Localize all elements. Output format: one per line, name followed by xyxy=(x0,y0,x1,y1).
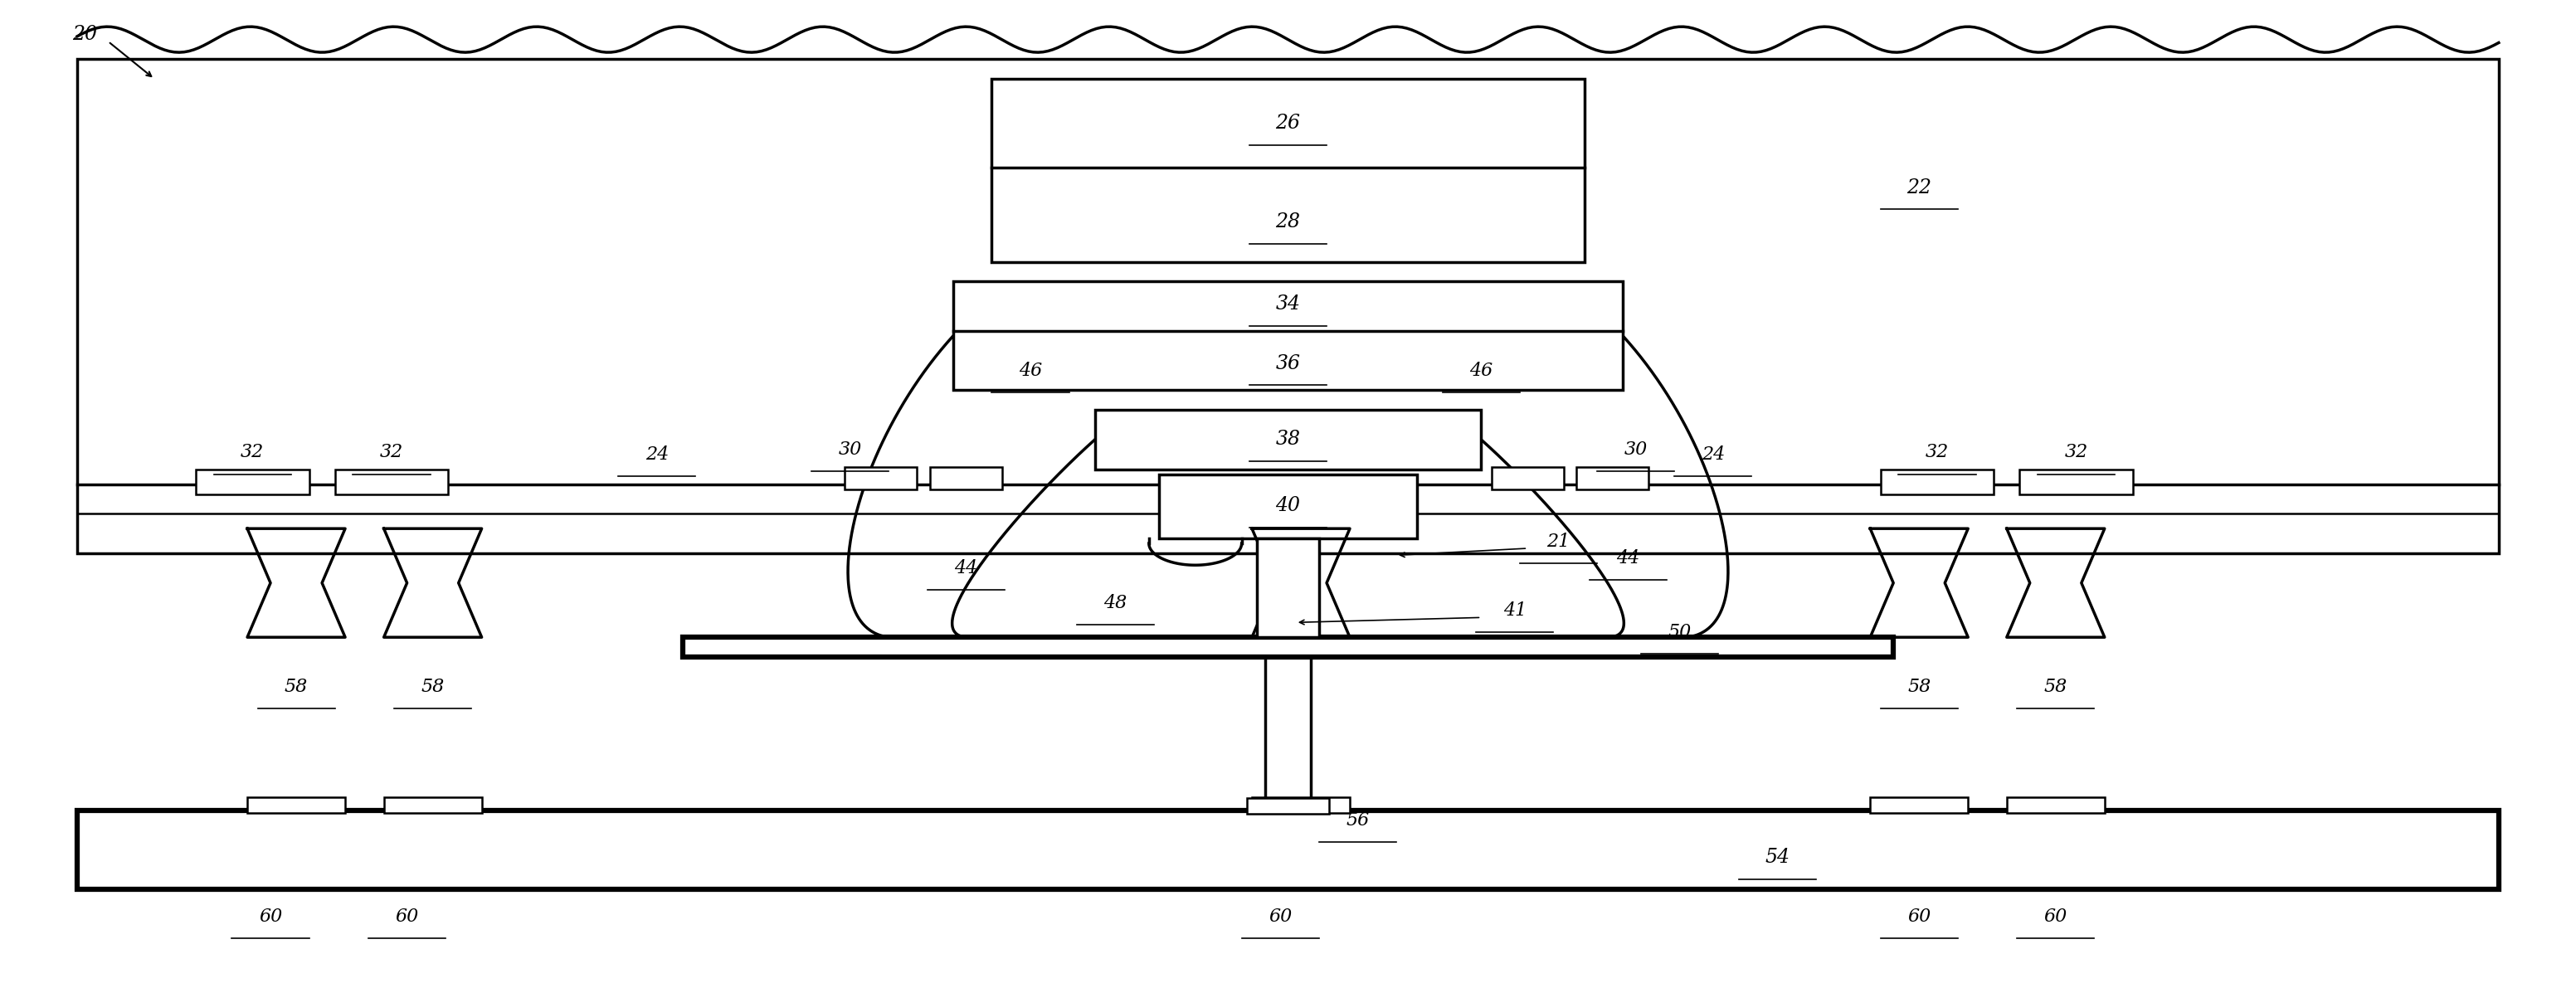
Bar xyxy=(384,797,482,813)
Text: 36: 36 xyxy=(1275,354,1301,373)
Text: 21: 21 xyxy=(1546,533,1571,550)
Bar xyxy=(196,469,309,494)
Bar xyxy=(992,79,1584,262)
Text: 40: 40 xyxy=(1275,496,1301,516)
Text: 32: 32 xyxy=(2063,444,2089,461)
Bar xyxy=(953,282,1623,390)
Bar xyxy=(930,467,1002,489)
Bar xyxy=(1870,797,1968,813)
Text: 32: 32 xyxy=(240,444,265,461)
Bar xyxy=(683,637,1893,657)
Bar xyxy=(1095,410,1481,469)
Text: 24: 24 xyxy=(1700,446,1726,463)
Bar xyxy=(335,469,448,494)
Text: 60: 60 xyxy=(2043,908,2069,926)
Text: 30: 30 xyxy=(1623,441,1649,458)
Text: 34: 34 xyxy=(1275,294,1301,314)
Bar xyxy=(77,810,2499,889)
Text: 32: 32 xyxy=(379,444,404,461)
Text: 26: 26 xyxy=(1275,114,1301,133)
Text: 30: 30 xyxy=(837,441,863,458)
Bar xyxy=(77,59,2499,553)
Text: 54: 54 xyxy=(1765,848,1790,867)
Bar xyxy=(247,797,345,813)
Text: 41: 41 xyxy=(1502,602,1528,619)
Text: 24: 24 xyxy=(644,446,670,463)
Text: 58: 58 xyxy=(283,678,309,696)
Text: 44: 44 xyxy=(1615,549,1641,567)
Text: 32: 32 xyxy=(1924,444,1950,461)
Text: 22: 22 xyxy=(1906,178,1932,198)
Text: 20: 20 xyxy=(72,25,98,44)
Text: 60: 60 xyxy=(258,908,283,926)
Bar xyxy=(1880,469,1994,494)
Bar xyxy=(1257,538,1319,637)
Bar xyxy=(2020,469,2133,494)
Bar xyxy=(1159,474,1417,538)
Text: 58: 58 xyxy=(2043,678,2069,696)
Text: 28: 28 xyxy=(1275,212,1301,232)
Text: 58: 58 xyxy=(1906,678,1932,696)
Text: 44: 44 xyxy=(953,559,979,577)
Bar xyxy=(845,467,917,489)
Text: 60: 60 xyxy=(1267,908,1293,926)
Bar xyxy=(1247,798,1329,814)
Text: 46: 46 xyxy=(1018,362,1043,379)
Text: 38: 38 xyxy=(1275,430,1301,450)
Text: 60: 60 xyxy=(1906,908,1932,926)
Bar xyxy=(1577,467,1649,489)
Text: 48: 48 xyxy=(1103,594,1128,612)
Bar xyxy=(1252,797,1350,813)
Text: 58: 58 xyxy=(420,678,446,696)
Text: 60: 60 xyxy=(394,908,420,926)
Bar xyxy=(1492,467,1564,489)
Text: 46: 46 xyxy=(1468,362,1494,379)
Text: 50: 50 xyxy=(1667,623,1692,641)
Text: 56: 56 xyxy=(1345,811,1370,829)
Bar xyxy=(2007,797,2105,813)
